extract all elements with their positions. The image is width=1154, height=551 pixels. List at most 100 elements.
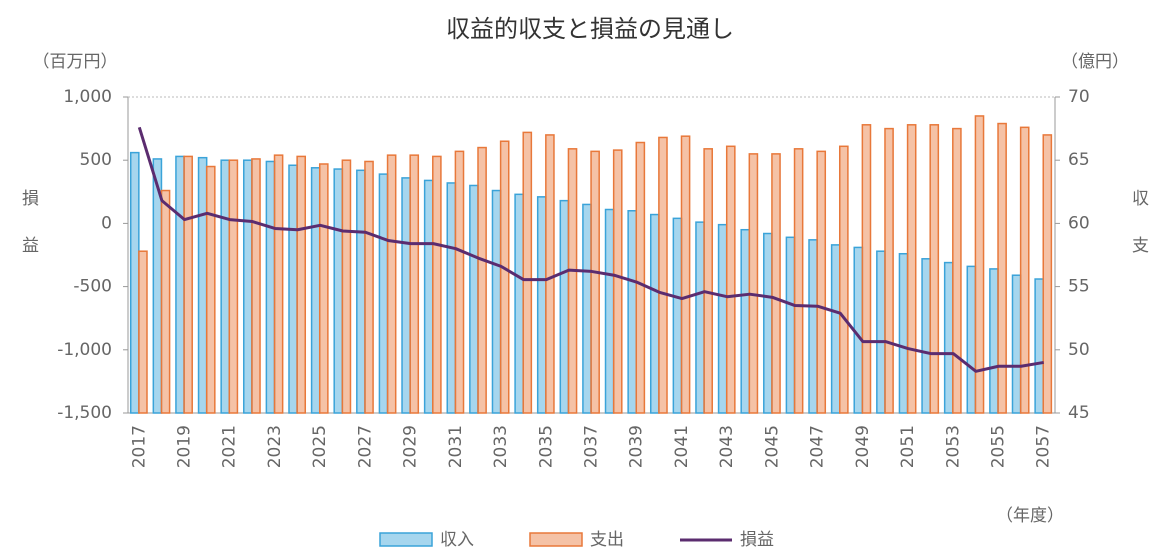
- bar: [265, 160, 276, 414]
- y2-tick-label: 45: [1068, 403, 1090, 423]
- x-tick-label: 2021: [220, 425, 240, 468]
- bar: [763, 232, 773, 414]
- bar: [861, 124, 872, 414]
- bar: [703, 148, 713, 414]
- y-tick-label: 0: [101, 213, 112, 233]
- bar: [432, 155, 442, 414]
- x-tick-label: 2053: [943, 425, 963, 468]
- bar: [1011, 274, 1022, 414]
- bar: [717, 223, 728, 414]
- bar: [469, 184, 479, 414]
- bar: [160, 189, 171, 414]
- bar: [627, 210, 638, 414]
- bar: [514, 193, 524, 414]
- bar: [310, 167, 321, 414]
- bar: [477, 146, 487, 414]
- legend-swatch: [379, 532, 433, 547]
- bar: [356, 169, 366, 414]
- bar: [536, 196, 547, 414]
- bar: [816, 150, 827, 414]
- bar: [876, 250, 886, 414]
- bar: [545, 134, 555, 414]
- bar: [559, 199, 570, 414]
- bar: [830, 244, 841, 414]
- y2-tick-label: 70: [1068, 87, 1090, 107]
- bar: [672, 217, 683, 414]
- x-tick-label: 2031: [446, 425, 466, 468]
- bar: [273, 154, 284, 414]
- bar: [129, 151, 140, 414]
- bar: [491, 189, 502, 414]
- bar: [522, 131, 533, 414]
- bar: [793, 148, 804, 414]
- x-tick-label: 2055: [988, 425, 1008, 468]
- bar: [205, 165, 216, 414]
- y2-tick-label: 55: [1068, 277, 1090, 297]
- y-tick-label: 1,000: [63, 87, 112, 107]
- bar: [785, 236, 796, 414]
- bar: [454, 150, 465, 414]
- bar: [446, 182, 457, 414]
- y2-tick-label: 50: [1068, 340, 1090, 360]
- bar: [748, 153, 759, 414]
- bar: [612, 149, 623, 414]
- bar: [175, 155, 185, 414]
- x-tick-label: 2037: [582, 425, 602, 468]
- bar: [228, 159, 239, 414]
- bar: [197, 156, 208, 414]
- x-tick-label: 2047: [808, 425, 828, 468]
- bar: [808, 239, 818, 414]
- bar: [567, 148, 578, 414]
- y-tick-label: -500: [73, 277, 112, 297]
- x-tick-label: 2057: [1034, 425, 1054, 468]
- y-tick-label: -1,500: [57, 403, 112, 423]
- bar: [318, 163, 329, 414]
- bar: [1034, 278, 1044, 414]
- legend-swatch: [529, 532, 583, 547]
- bar: [898, 252, 909, 414]
- bar: [401, 177, 411, 414]
- x-tick-label: 2043: [717, 425, 737, 468]
- bar: [989, 268, 999, 414]
- bar: [341, 159, 352, 414]
- y-unit: （百万円）: [33, 52, 118, 72]
- bar: [288, 164, 298, 414]
- bar: [364, 160, 374, 414]
- bar: [695, 221, 705, 414]
- bar: [974, 115, 985, 414]
- bar: [906, 124, 917, 414]
- bar: [220, 159, 231, 414]
- bar: [952, 127, 962, 414]
- bar: [243, 159, 253, 414]
- x-tick-label: 2029: [401, 425, 421, 468]
- bar: [296, 155, 307, 414]
- bar: [966, 265, 977, 414]
- bar: [680, 135, 691, 414]
- x-tick-label: 2027: [355, 425, 375, 468]
- y2-axis-label: 収支: [1128, 189, 1149, 283]
- bar: [1019, 126, 1030, 414]
- x-axis-label: （年度）: [996, 506, 1064, 526]
- line: [137, 126, 1044, 373]
- y2-unit: （億円）: [1061, 52, 1129, 72]
- bar: [590, 150, 600, 414]
- bar: [658, 136, 668, 414]
- bar: [183, 155, 193, 414]
- bar: [839, 145, 849, 414]
- x-tick-label: 2039: [627, 425, 647, 468]
- legend-label: 支出: [590, 530, 624, 550]
- bar: [771, 153, 781, 414]
- bar: [635, 141, 646, 414]
- x-tick-label: 2051: [898, 425, 918, 468]
- legend-label: 損益: [740, 530, 774, 550]
- x-tick-label: 2023: [265, 425, 285, 468]
- bar: [251, 158, 261, 414]
- bar: [884, 127, 894, 414]
- legend-label: 収入: [440, 530, 474, 550]
- bar: [943, 261, 954, 414]
- bar: [725, 145, 736, 414]
- bar: [333, 168, 344, 414]
- bar: [386, 154, 397, 414]
- bar: [138, 250, 148, 414]
